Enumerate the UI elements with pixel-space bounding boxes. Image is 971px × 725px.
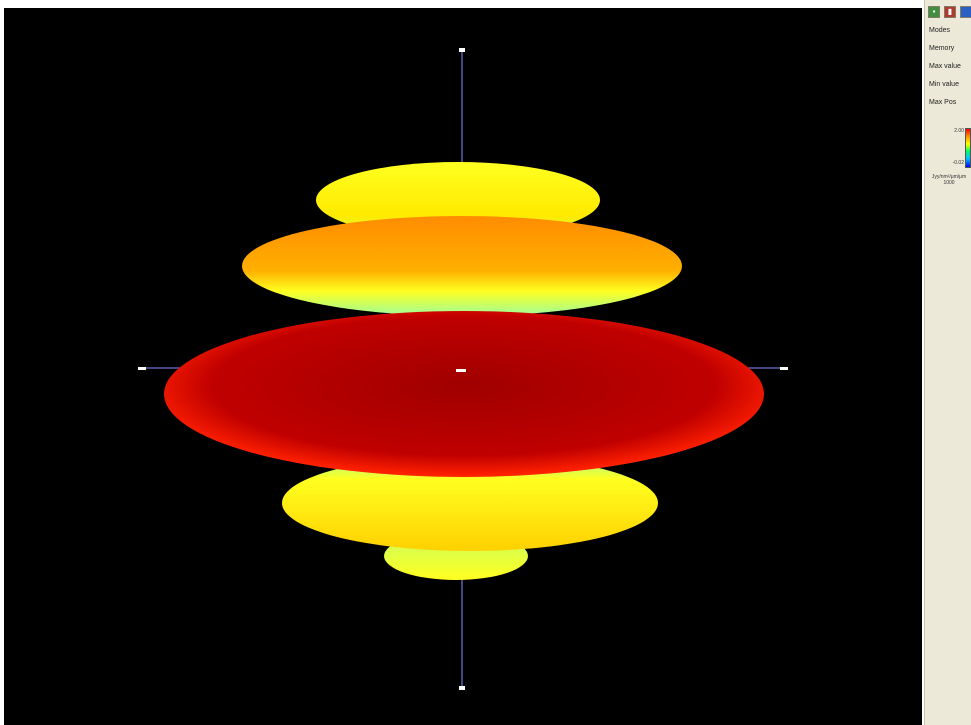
lobe-upper — [242, 216, 682, 316]
properties-panel: ▪ ▮ Modes Memory Max value Min value Max… — [924, 0, 971, 725]
max-value-label[interactable]: Max value — [929, 63, 961, 70]
axis-tip-left — [138, 367, 146, 370]
unit-label: Jyy/nm²/μm/μm 1000 — [927, 174, 971, 186]
lobe-lower — [282, 455, 658, 551]
memory-label[interactable]: Memory — [929, 45, 955, 52]
radiation-pattern-plot — [138, 48, 788, 690]
bar-chart-icon[interactable]: ▮ — [944, 6, 956, 18]
save-icon[interactable]: ▪ — [928, 6, 940, 18]
unit-subtext: 1000 — [943, 180, 955, 186]
colorbar-legend — [965, 128, 971, 168]
max-pos-label[interactable]: Max Pos — [929, 99, 957, 106]
axis-tip-bottom — [459, 686, 465, 690]
unit-text: Jyy/nm²/μm/μm — [931, 174, 967, 180]
min-value-label[interactable]: Min value — [929, 81, 959, 88]
axis-tip-top — [459, 48, 465, 52]
colorbar-min-value: -0.02 — [952, 160, 964, 166]
mode-label[interactable]: Modes — [929, 27, 951, 34]
colorbar-max-value: 2.00 — [954, 128, 964, 134]
lobe-central — [164, 311, 764, 477]
3d-viewport[interactable] — [4, 8, 922, 725]
axis-tip-right — [780, 367, 788, 370]
origin-marker — [456, 369, 466, 372]
blue-square-icon[interactable] — [960, 6, 971, 18]
